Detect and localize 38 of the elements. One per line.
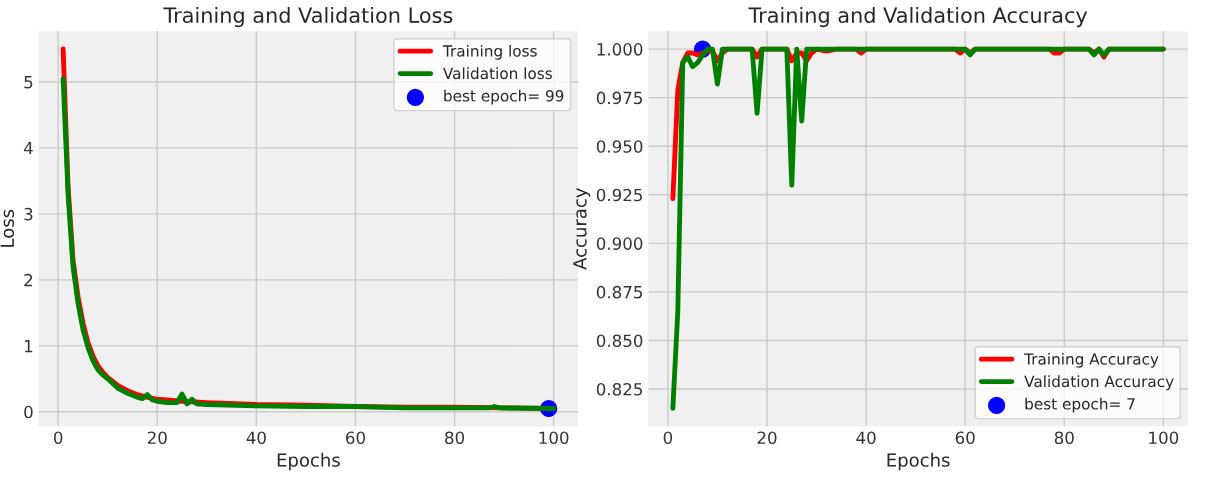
y-tick-label: 2 bbox=[24, 273, 33, 287]
legend-label: best epoch= 7 bbox=[1025, 397, 1135, 413]
legend-label: Training Accuracy bbox=[1024, 352, 1159, 368]
y-tick-label: 1 bbox=[24, 340, 33, 353]
legend-label: Training loss bbox=[442, 44, 537, 60]
y-tick-label: 3 bbox=[24, 207, 33, 221]
y-tick-label: 4 bbox=[23, 142, 33, 155]
y-axis-title: Loss bbox=[0, 209, 15, 247]
x-tick-label: 80 bbox=[445, 431, 465, 445]
x-tick-label: 0 bbox=[663, 431, 673, 445]
y-axis-title: Accuracy bbox=[573, 188, 591, 270]
y-tick-label: 0 bbox=[24, 405, 33, 419]
legend-label: Validation Accuracy bbox=[1024, 375, 1174, 391]
y-tick-label: 0.825 bbox=[596, 382, 643, 396]
chart-title: Training and Validation Loss bbox=[163, 6, 453, 28]
y-tick-label: 0.850 bbox=[596, 334, 643, 348]
y-tick-label: 0.900 bbox=[596, 237, 643, 250]
chart-title: Training and Validation Accuracy bbox=[748, 6, 1088, 28]
x-tick-label: 80 bbox=[1054, 431, 1074, 445]
y-tick-label: 1.000 bbox=[597, 43, 643, 56]
x-tick-label: 60 bbox=[346, 431, 365, 445]
x-tick-label: 100 bbox=[539, 431, 569, 445]
y-tick-label: 0.975 bbox=[596, 91, 643, 105]
x-axis-title: Epochs bbox=[887, 452, 950, 471]
y-tick-label: 0.875 bbox=[596, 285, 643, 299]
legend-label: Validation loss bbox=[443, 67, 552, 80]
x-tick-label: 40 bbox=[246, 431, 266, 445]
x-tick-label: 0 bbox=[53, 431, 63, 445]
x-tick-label: 60 bbox=[955, 431, 975, 445]
y-tick-label: 0.925 bbox=[596, 188, 643, 202]
y-tick-label: 0.950 bbox=[596, 140, 643, 153]
y-tick-label: 5 bbox=[24, 76, 33, 89]
x-tick-label: 100 bbox=[1149, 431, 1179, 445]
x-tick-label: 40 bbox=[856, 431, 876, 445]
x-tick-label: 20 bbox=[147, 431, 167, 445]
legend-label: best epoch= 99 bbox=[444, 89, 564, 105]
x-tick-label: 20 bbox=[757, 431, 777, 445]
x-axis-title: Epochs bbox=[277, 452, 340, 471]
